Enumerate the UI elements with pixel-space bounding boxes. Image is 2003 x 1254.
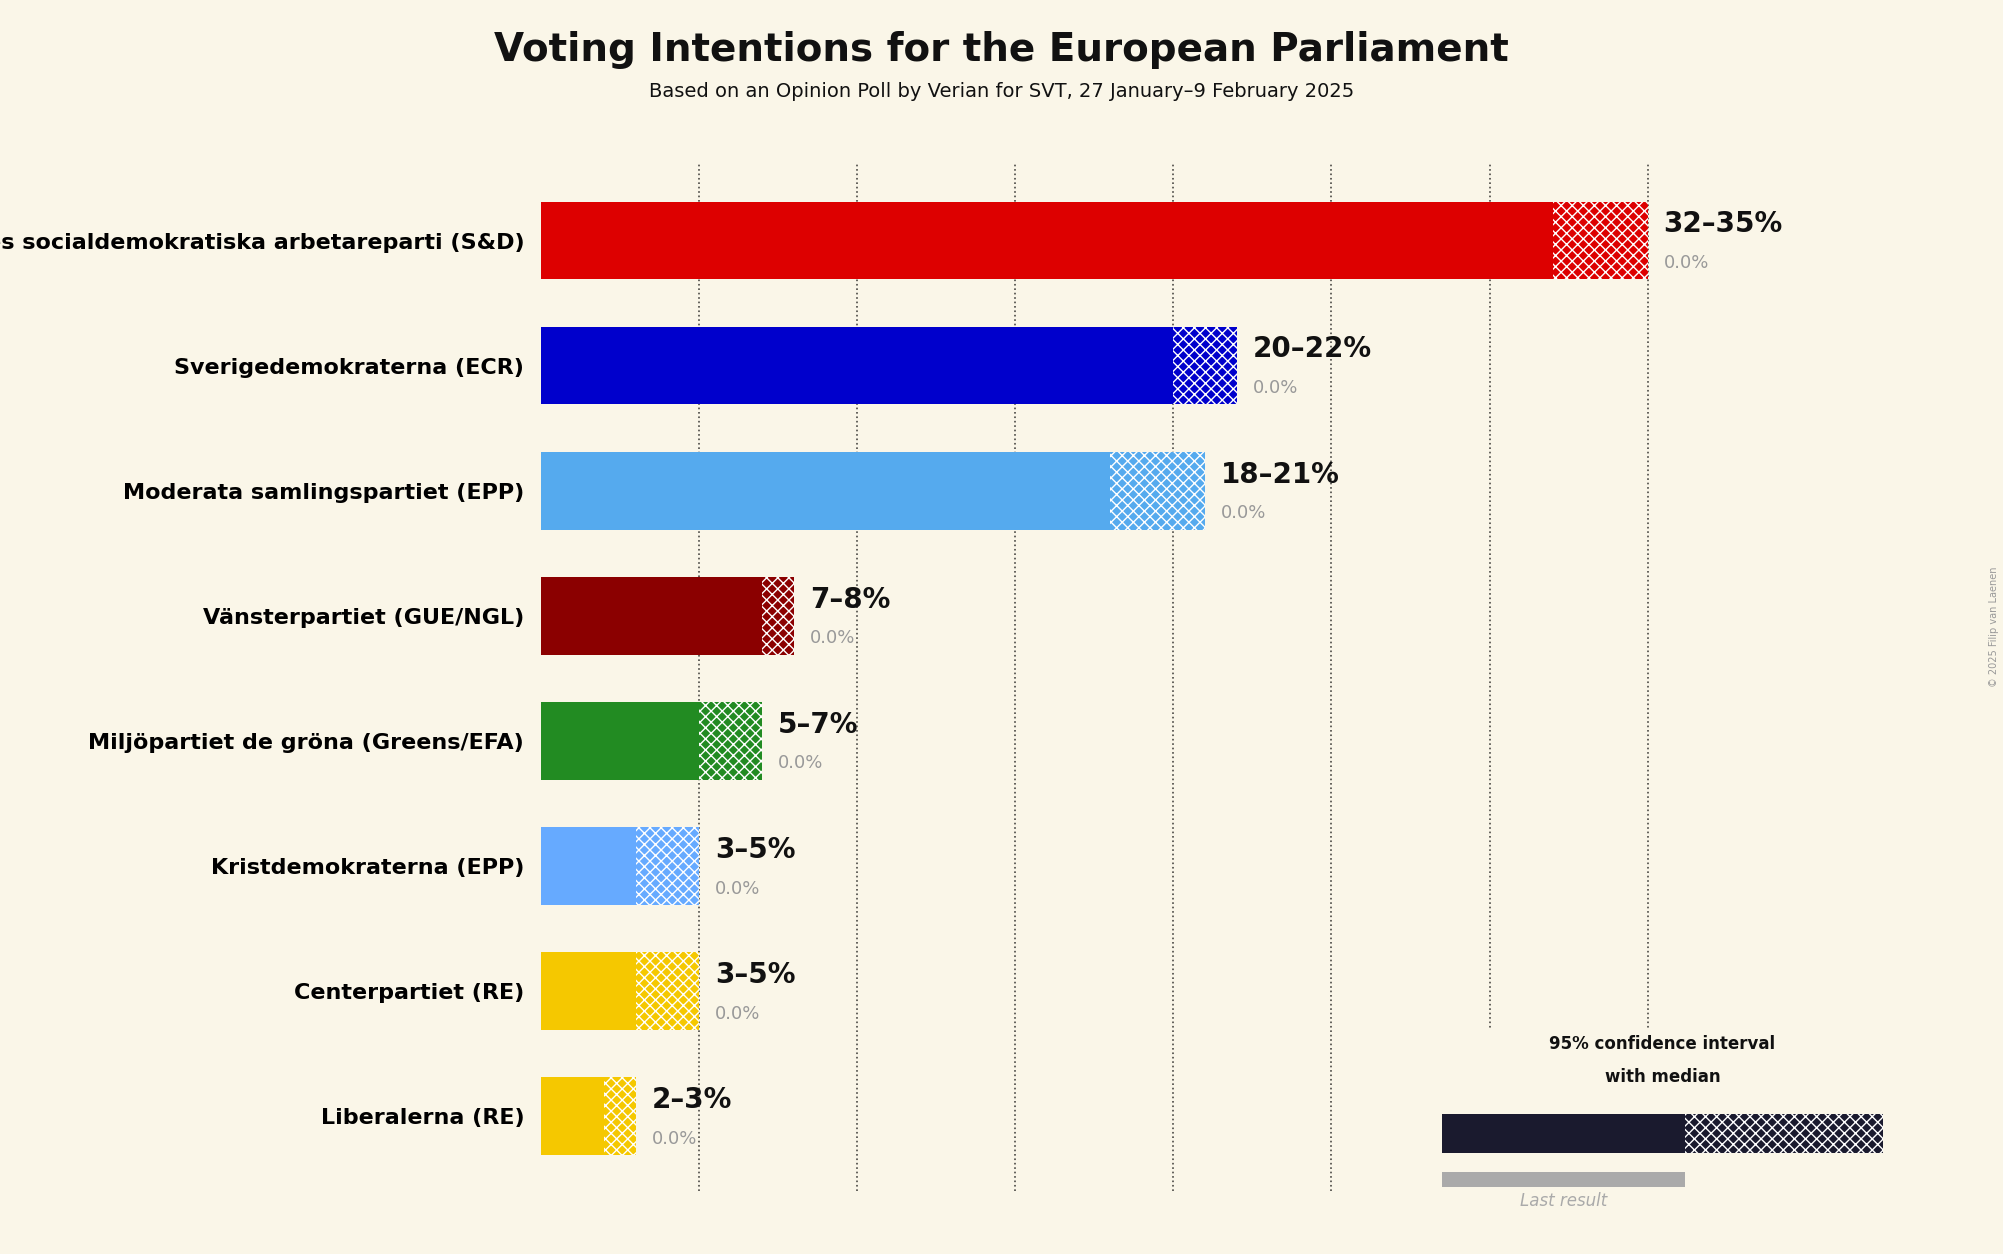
Bar [1685,1114,1883,1154]
Bar [699,702,763,780]
Text: Last result: Last result [1520,1191,1606,1210]
Text: 3–5%: 3–5% [715,835,795,864]
Text: Voting Intentions for the European Parliament: Voting Intentions for the European Parli… [495,31,1508,69]
Bar [541,1077,605,1155]
Bar [763,577,793,655]
Text: Based on an Opinion Poll by Verian for SVT, 27 January–9 February 2025: Based on an Opinion Poll by Verian for S… [649,82,1354,100]
Text: 18–21%: 18–21% [1220,460,1340,489]
Bar [541,952,635,1030]
Text: with median: with median [1604,1067,1721,1086]
Bar [1442,1172,1685,1188]
Bar [1110,451,1206,529]
Bar [541,327,1174,405]
Bar [541,828,635,905]
Text: 0.0%: 0.0% [715,879,759,898]
Bar [541,451,1110,529]
Text: 0.0%: 0.0% [777,755,823,772]
Text: 95% confidence interval: 95% confidence interval [1550,1035,1775,1053]
Text: 0.0%: 0.0% [809,630,855,647]
Text: 0.0%: 0.0% [651,1130,697,1147]
Text: 0.0%: 0.0% [1664,255,1709,272]
Bar [1174,327,1236,405]
Bar [541,577,763,655]
Text: 3–5%: 3–5% [715,961,795,989]
Text: 20–22%: 20–22% [1252,335,1372,364]
Bar [1442,1114,1685,1154]
Bar [635,952,699,1030]
Text: 7–8%: 7–8% [809,586,889,613]
Text: © 2025 Filip van Laenen: © 2025 Filip van Laenen [1989,567,1999,687]
Text: 0.0%: 0.0% [715,1004,759,1023]
Bar [1552,202,1648,280]
Text: 0.0%: 0.0% [1220,504,1266,522]
Bar [605,1077,635,1155]
Text: 2–3%: 2–3% [651,1086,731,1114]
Bar [541,202,1552,280]
Bar [635,828,699,905]
Text: 32–35%: 32–35% [1664,211,1783,238]
Text: 5–7%: 5–7% [777,711,859,739]
Text: 0.0%: 0.0% [1252,379,1298,398]
Bar [541,702,699,780]
